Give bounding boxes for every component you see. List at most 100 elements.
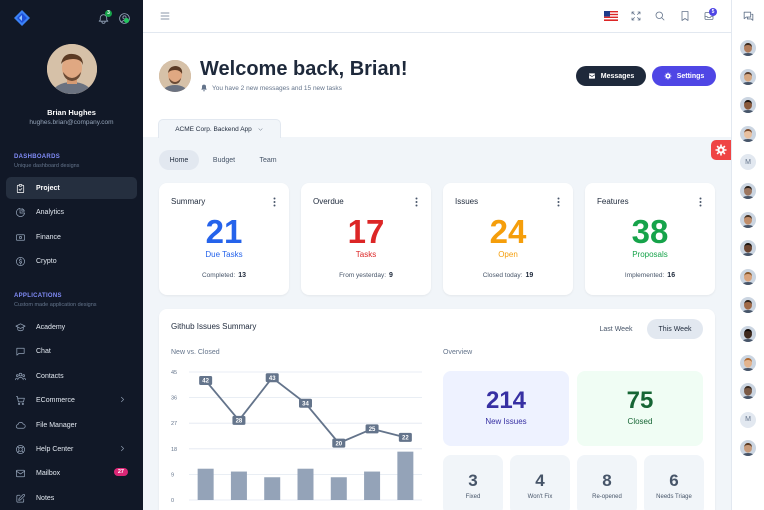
contact-avatar[interactable]: [740, 268, 756, 285]
card-title: Overdue: [313, 197, 344, 206]
overdue-card: Overdue 17 Tasks From yesterday: 9: [301, 183, 431, 295]
sidebar-item-finance[interactable]: Finance: [6, 226, 137, 248]
data-label: 25: [369, 427, 376, 433]
menu-icon[interactable]: [159, 10, 171, 22]
sidebar-item-academy[interactable]: Academy: [6, 316, 137, 338]
bell-icon[interactable]: [97, 12, 110, 25]
project-selector-label: ACME Corp. Backend App: [175, 125, 252, 133]
contact-avatar-initial[interactable]: M: [740, 154, 756, 171]
new-vs-closed-chart: 0 9 18 27 36 45 42 28 43 34 20 25 22: [171, 370, 422, 504]
sidebar: 3 Brian Hughes hughes.brian@company.com …: [0, 0, 143, 510]
y-tick-label: 27: [171, 421, 177, 427]
more-vertical-icon[interactable]: [699, 197, 702, 207]
card-footer-value: 19: [525, 272, 534, 279]
overview-title: Overview: [443, 349, 473, 356]
github-card-title: Github Issues Summary: [171, 322, 257, 331]
sidebar-item-crypto[interactable]: Crypto: [6, 250, 137, 272]
card-footer-value: 9: [389, 272, 393, 279]
settings-button-label: Settings: [676, 72, 705, 80]
cloud-icon: [15, 421, 26, 429]
sidebar-item-mailbox[interactable]: Mailbox 27: [6, 462, 137, 484]
card-title: Issues: [455, 197, 479, 206]
contact-avatar[interactable]: [740, 125, 756, 142]
academic-cap-icon: [15, 322, 26, 331]
header-subtitle-text: You have 2 new messages and 15 new tasks: [212, 84, 342, 92]
card-label: Due Tasks: [205, 250, 243, 259]
card-footer-label: From yesterday:: [339, 272, 387, 279]
sidebar-item-help-center[interactable]: Help Center: [6, 438, 137, 460]
cog-icon: [715, 144, 727, 156]
contact-avatar[interactable]: [740, 211, 756, 228]
contact-avatar[interactable]: [740, 40, 756, 56]
chevron-right-icon: [121, 396, 124, 403]
contact-avatar[interactable]: [740, 440, 756, 457]
fullscreen-icon[interactable]: [630, 10, 642, 22]
settings-button[interactable]: Settings: [652, 66, 716, 86]
user-group-icon: [15, 372, 26, 380]
data-label: 20: [335, 441, 342, 447]
currency-dollar-icon: [16, 256, 25, 266]
card-value: 38: [631, 213, 669, 250]
settings-drawer-toggle[interactable]: [711, 140, 731, 160]
card-footer: Closed today: 19: [443, 272, 573, 279]
more-vertical-icon[interactable]: [557, 197, 560, 207]
contact-avatar[interactable]: [740, 240, 756, 257]
wont-fix-value: 4: [535, 471, 545, 490]
chart-pie-icon: [16, 207, 25, 217]
data-label: 28: [236, 419, 243, 425]
mail-icon: [588, 73, 595, 79]
sidebar-item-ecommerce[interactable]: ECommerce: [6, 389, 137, 411]
github-issues-card: Github Issues Summary Last Week This Wee…: [159, 309, 715, 510]
card-value: 21: [205, 213, 243, 250]
card-footer-label: Completed:: [201, 272, 236, 279]
sidebar-item-label: ECommerce: [36, 396, 75, 404]
sidebar-item-project[interactable]: Project: [6, 177, 137, 199]
tab-budget[interactable]: Budget: [212, 156, 236, 164]
contact-avatar[interactable]: [740, 297, 756, 314]
reopened-label: Re-opened: [592, 494, 622, 500]
card-label: Proposals: [632, 250, 668, 259]
chat-bubbles-icon[interactable]: [742, 10, 755, 23]
mail-icon: [16, 469, 25, 477]
contact-avatar[interactable]: [740, 354, 756, 371]
us-flag-icon[interactable]: [604, 11, 618, 21]
project-selector[interactable]: ACME Corp. Backend App: [158, 119, 281, 138]
card-footer-label: Closed today:: [482, 272, 523, 279]
fixed-tile: 3 Fixed: [443, 455, 503, 510]
contact-avatar[interactable]: [740, 183, 756, 199]
card-footer-value: 16: [667, 272, 676, 279]
contact-avatar[interactable]: [740, 383, 756, 400]
sidebar-item-notes[interactable]: Notes: [6, 487, 137, 509]
messages-button-label: Messages: [600, 72, 635, 80]
this-week-toggle[interactable]: This Week: [647, 319, 703, 339]
clipboard-check-icon: [16, 183, 25, 193]
sidebar-item-chat[interactable]: Chat: [6, 340, 137, 362]
more-vertical-icon[interactable]: [273, 197, 276, 207]
contact-avatar-initial[interactable]: M: [740, 411, 756, 428]
sidebar-item-file-manager[interactable]: File Manager: [6, 414, 137, 436]
bar: [264, 477, 281, 500]
dashboard-header: Welcome back, Brian! You have 2 new mess…: [143, 33, 731, 138]
search-icon[interactable]: [654, 10, 666, 22]
messages-button[interactable]: Messages: [576, 66, 646, 86]
user-avatar[interactable]: [47, 44, 97, 94]
last-week-toggle[interactable]: Last Week: [599, 325, 633, 333]
bar: [297, 468, 314, 500]
tab-home[interactable]: Home: [159, 150, 199, 170]
bar: [397, 451, 414, 500]
contact-avatar[interactable]: [740, 68, 756, 85]
needs-triage-tile: 6 Needs Triage: [644, 455, 704, 510]
bar: [364, 471, 381, 500]
more-vertical-icon[interactable]: [415, 197, 418, 207]
tab-team[interactable]: Team: [259, 156, 277, 164]
chart-title: New vs. Closed: [171, 349, 220, 356]
header-subtitle: You have 2 new messages and 15 new tasks: [200, 84, 342, 92]
contact-avatar[interactable]: [740, 97, 756, 114]
sidebar-item-contacts[interactable]: Contacts: [6, 365, 137, 387]
applications-section-subtitle: Custom made application designs: [14, 302, 97, 308]
sidebar-item-analytics[interactable]: Analytics: [6, 201, 137, 223]
bookmark-icon[interactable]: [679, 10, 691, 22]
contact-avatar[interactable]: [740, 326, 756, 342]
summary-card: Summary 21 Due Tasks Completed: 13: [159, 183, 289, 295]
needs-triage-label: Needs Triage: [656, 494, 692, 500]
